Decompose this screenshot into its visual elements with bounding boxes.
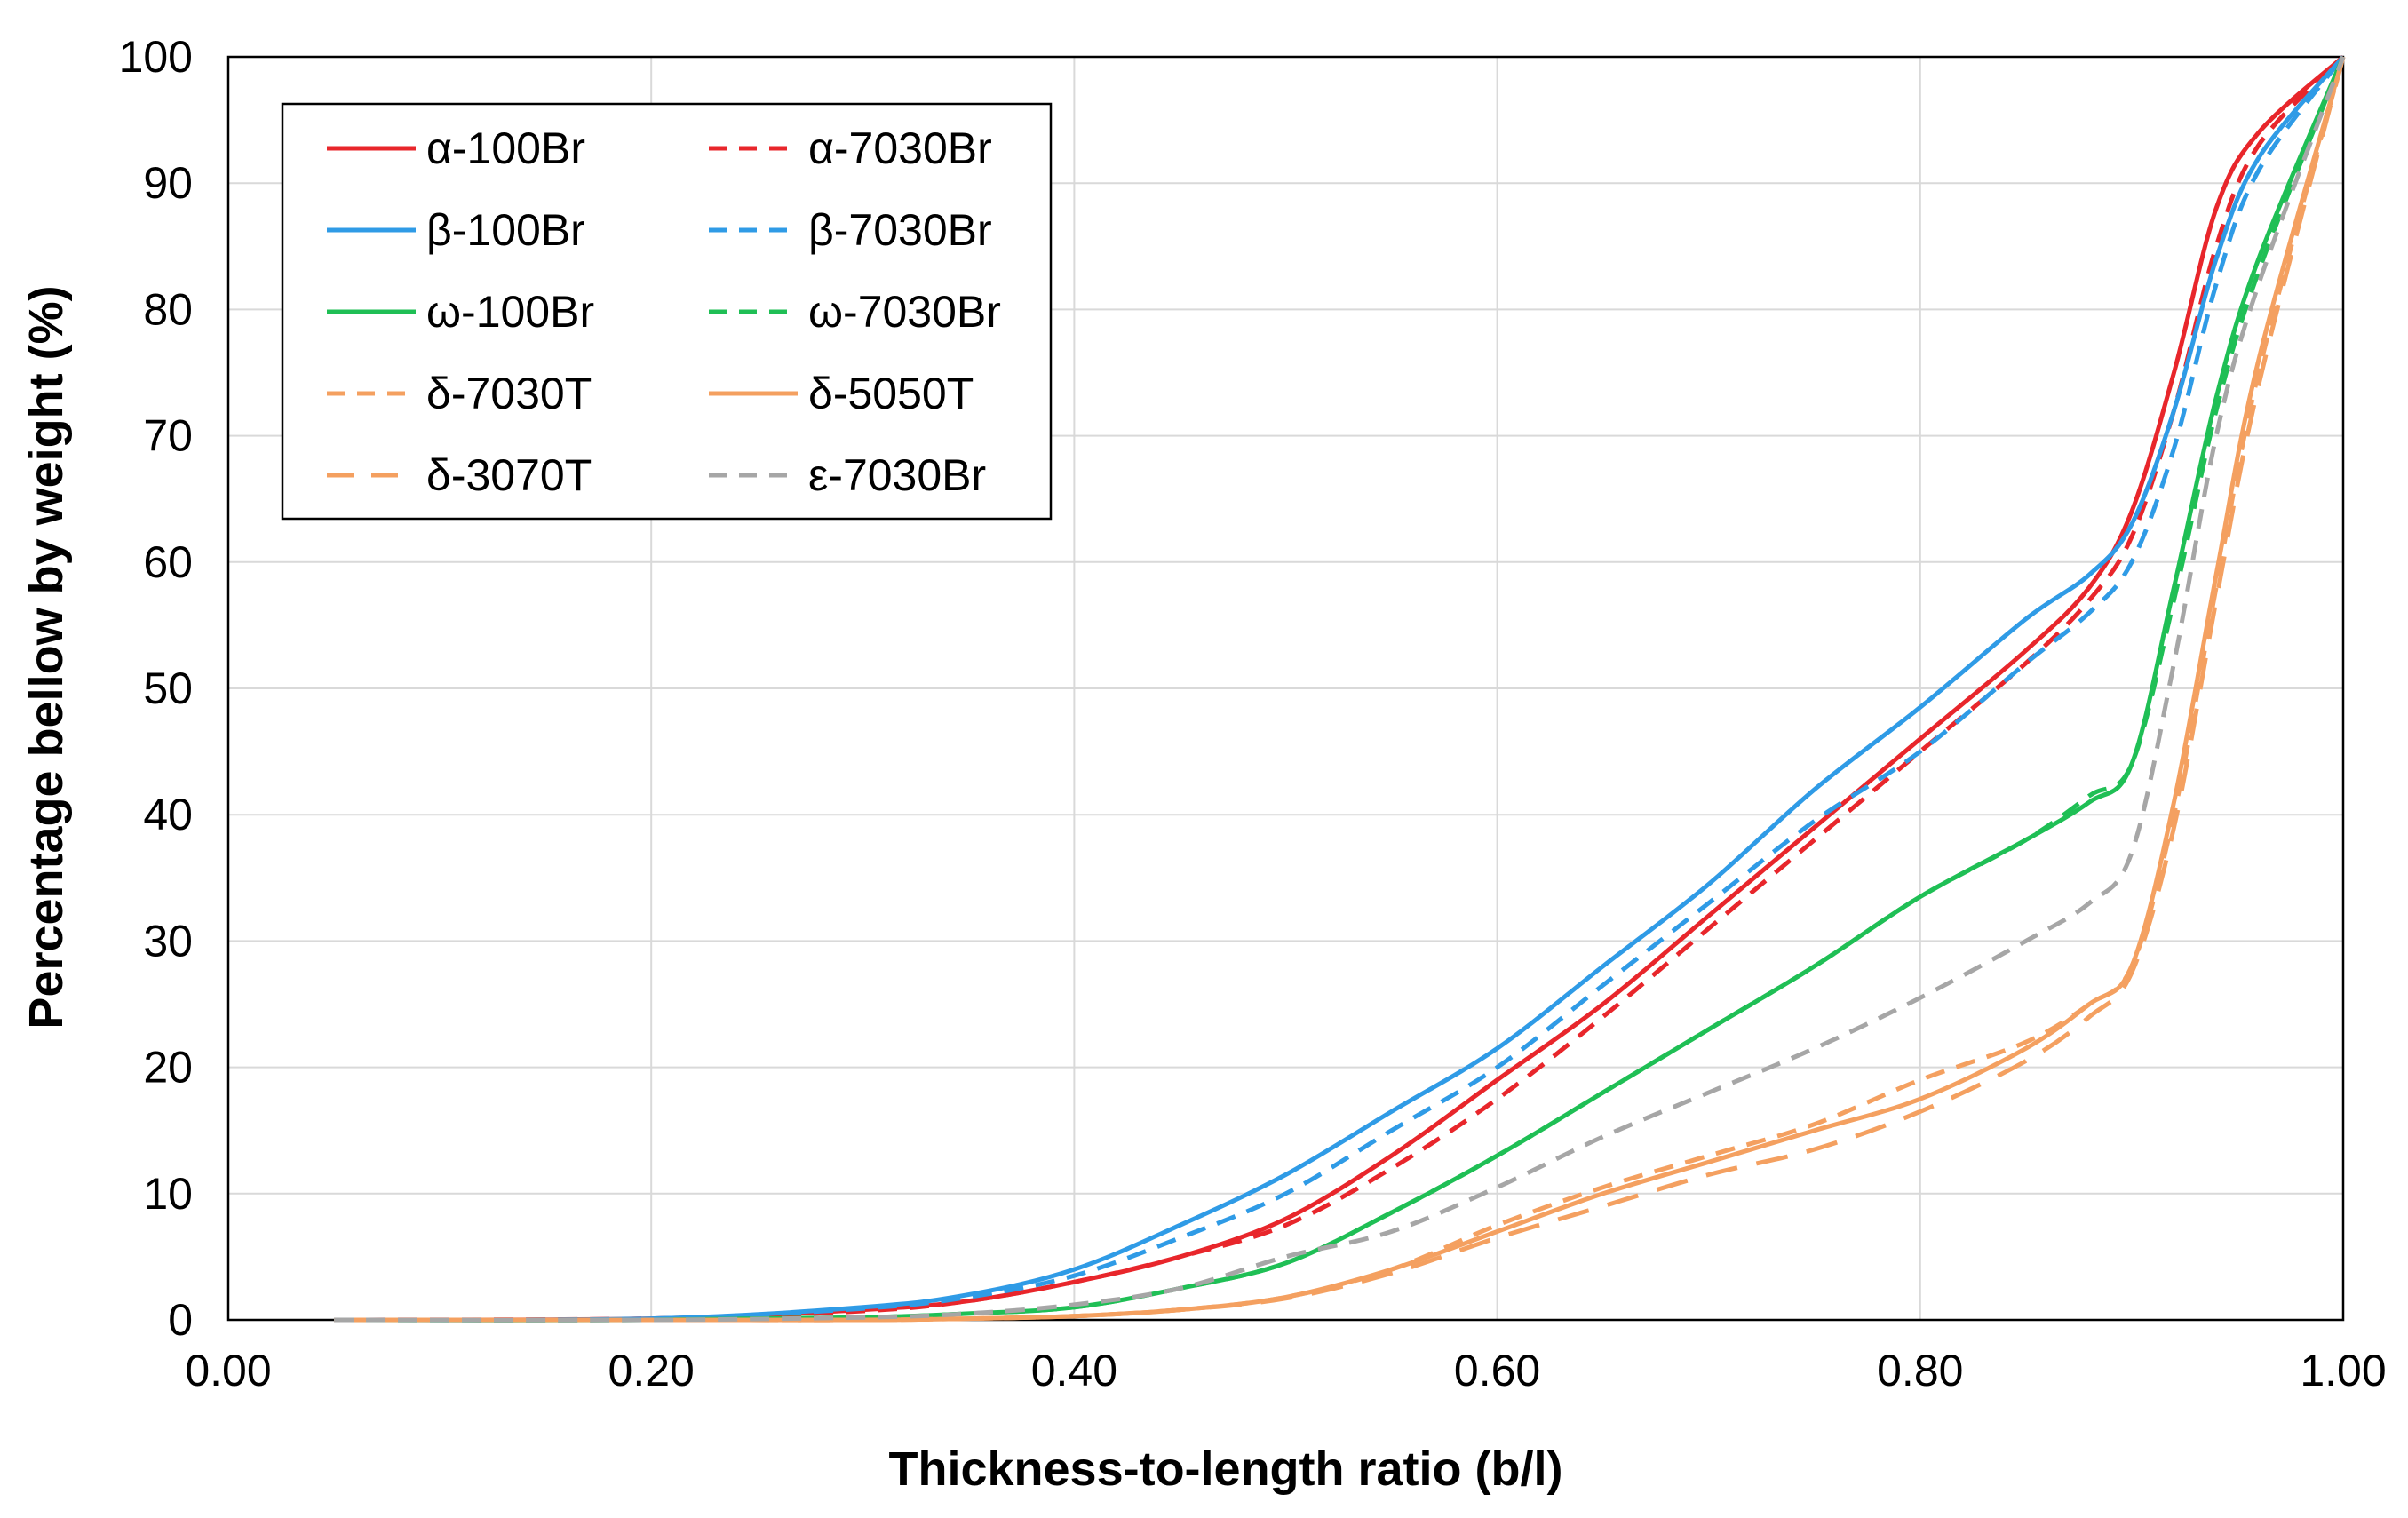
series-line--7030br <box>334 56 2346 1323</box>
x-tick-label: 0.80 <box>1877 1346 1963 1395</box>
x-tick-label: 1.00 <box>2300 1346 2386 1395</box>
series-line--100br <box>334 55 2345 1323</box>
legend-label: δ-7030T <box>426 369 592 418</box>
x-axis-title: Thickness-to-length ratio (b/l) <box>888 1442 1562 1496</box>
y-tick-label: 30 <box>143 916 193 966</box>
series-line--100br <box>334 55 2345 1323</box>
series-line--7030br <box>334 55 2346 1323</box>
y-tick-label: 100 <box>119 32 193 82</box>
series-line--100br <box>334 56 2346 1323</box>
axes: 0 10 20 30 40 50 60 70 80 90 100 0.00 0.20 0.40 0.60 0.… <box>119 32 2387 1395</box>
legend-label: δ-3070T <box>426 450 592 500</box>
y-tick-label: 80 <box>143 284 193 334</box>
legend-label: α-100Br <box>426 123 585 173</box>
y-tick-label: 90 <box>143 158 193 208</box>
x-tick-label: 0.20 <box>608 1346 695 1395</box>
y-tick-label: 60 <box>143 537 193 587</box>
series-line--7030t <box>334 56 2346 1323</box>
y-tick-label: 20 <box>143 1043 193 1093</box>
series-line--5050t <box>334 56 2346 1323</box>
plot-area-border <box>226 55 2345 1322</box>
x-tick-label: 0.40 <box>1031 1346 1117 1395</box>
legend-label: β-100Br <box>426 205 585 255</box>
y-tick-label: 0 <box>168 1295 193 1345</box>
legend-label: ε-7030Br <box>808 450 986 500</box>
y-tick-label: 10 <box>143 1169 193 1219</box>
series-line--7030br <box>334 56 2346 1323</box>
y-tick-label: 50 <box>143 664 193 713</box>
legend-label: α-7030Br <box>808 123 992 173</box>
y-axis-title: Percentage bellow by weight (%) <box>20 285 73 1029</box>
legend-label: ω-7030Br <box>808 287 1001 337</box>
series-lines <box>334 55 2346 1323</box>
legend-label: δ-5050T <box>808 369 974 418</box>
legend: α-100Br α-7030Br β-100Br β-7030Br ω-100Br ω-7… <box>281 102 1053 521</box>
y-tick-label: 40 <box>143 790 193 839</box>
x-tick-label: 0.00 <box>185 1346 271 1395</box>
legend-label: β-7030Br <box>808 205 992 255</box>
y-tick-label: 70 <box>143 411 193 461</box>
legend-label: ω-100Br <box>426 287 594 337</box>
x-tick-label: 0.60 <box>1454 1346 1540 1395</box>
series-line--3070t <box>334 56 2346 1323</box>
